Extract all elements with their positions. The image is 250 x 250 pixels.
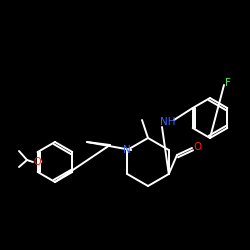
Text: O: O	[33, 157, 41, 167]
Text: NH: NH	[160, 117, 176, 127]
Text: N: N	[123, 145, 131, 155]
Text: O: O	[193, 142, 201, 152]
Text: F: F	[225, 78, 231, 88]
